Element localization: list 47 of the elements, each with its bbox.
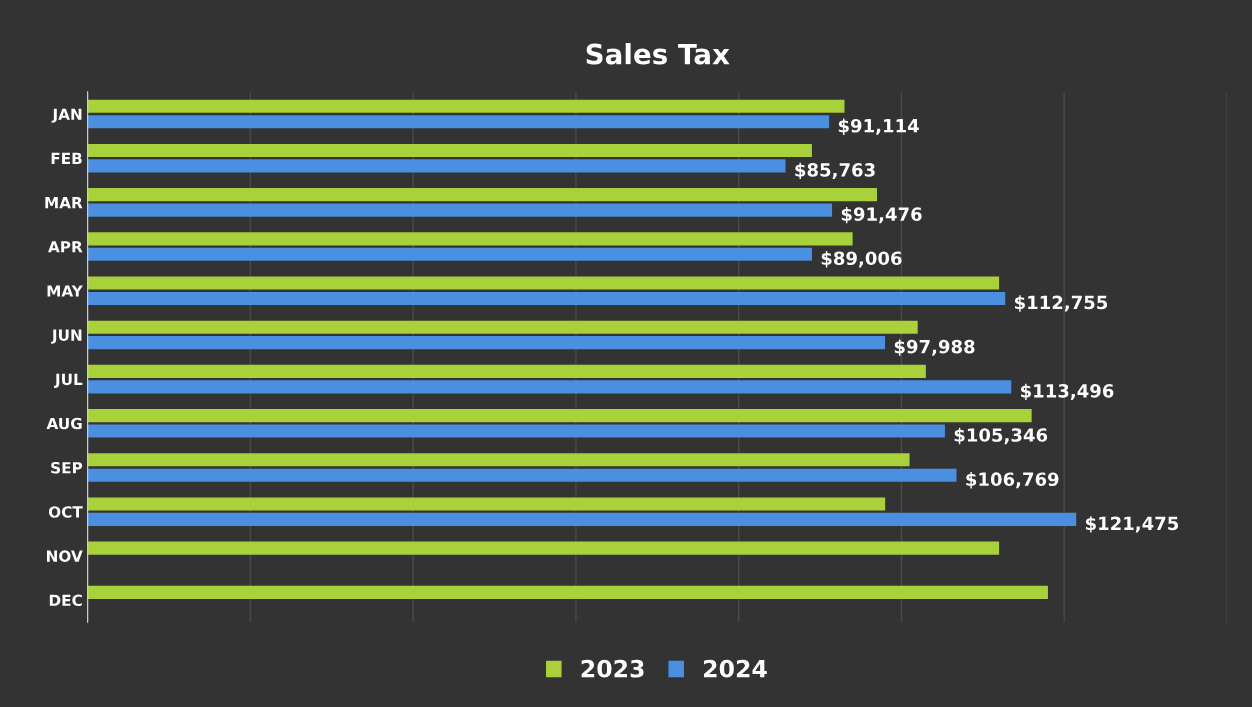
bar	[87, 364, 926, 378]
bar	[87, 232, 853, 246]
data-label: $91,476	[841, 206, 922, 224]
bar	[87, 512, 1077, 526]
y-tick-label: JAN	[51, 108, 82, 123]
data-label: $105,346	[954, 427, 1048, 445]
y-tick-label: JUN	[51, 329, 82, 344]
bar	[87, 291, 1006, 306]
bar	[87, 468, 957, 482]
bar	[87, 380, 1012, 394]
data-label: $91,114	[838, 118, 919, 135]
bar	[87, 541, 1000, 555]
bar	[87, 424, 945, 438]
bar	[87, 409, 1032, 423]
bar	[87, 99, 845, 113]
y-tick-label: FEB	[51, 152, 82, 164]
legend-label: 2023	[581, 659, 644, 678]
data-label: $113,496	[1021, 383, 1114, 401]
data-label: $85,763	[795, 162, 875, 180]
bar	[87, 276, 1000, 290]
y-tick-label: MAY	[47, 285, 83, 297]
y-tick-label: OCT	[48, 506, 83, 518]
bar	[87, 585, 1048, 599]
y-tick-label: JUL	[54, 373, 83, 388]
bar	[87, 115, 830, 129]
bar	[87, 159, 786, 173]
y-tick-label: SEP	[51, 461, 83, 474]
data-label: $97,988	[894, 339, 975, 356]
bar	[87, 336, 886, 350]
y-tick-label: MAR	[45, 197, 83, 209]
bar	[87, 320, 918, 334]
y-tick-label: APR	[48, 241, 83, 253]
bar	[87, 453, 910, 467]
bar	[87, 247, 812, 261]
data-label: $121,475	[1085, 516, 1179, 533]
bar	[87, 497, 886, 511]
y-tick-label: DEC	[49, 594, 82, 607]
data-label: $89,006	[821, 251, 902, 268]
chart-title: Sales Tax	[586, 43, 730, 65]
bar	[87, 143, 812, 158]
legend-label: 2024	[704, 659, 767, 678]
y-tick-label: AUG	[46, 417, 82, 430]
data-label: $112,755	[1014, 295, 1108, 312]
data-label: $106,769	[966, 472, 1059, 489]
y-tick-label: NOV	[46, 550, 83, 562]
bar	[87, 188, 878, 202]
bar	[87, 203, 833, 217]
